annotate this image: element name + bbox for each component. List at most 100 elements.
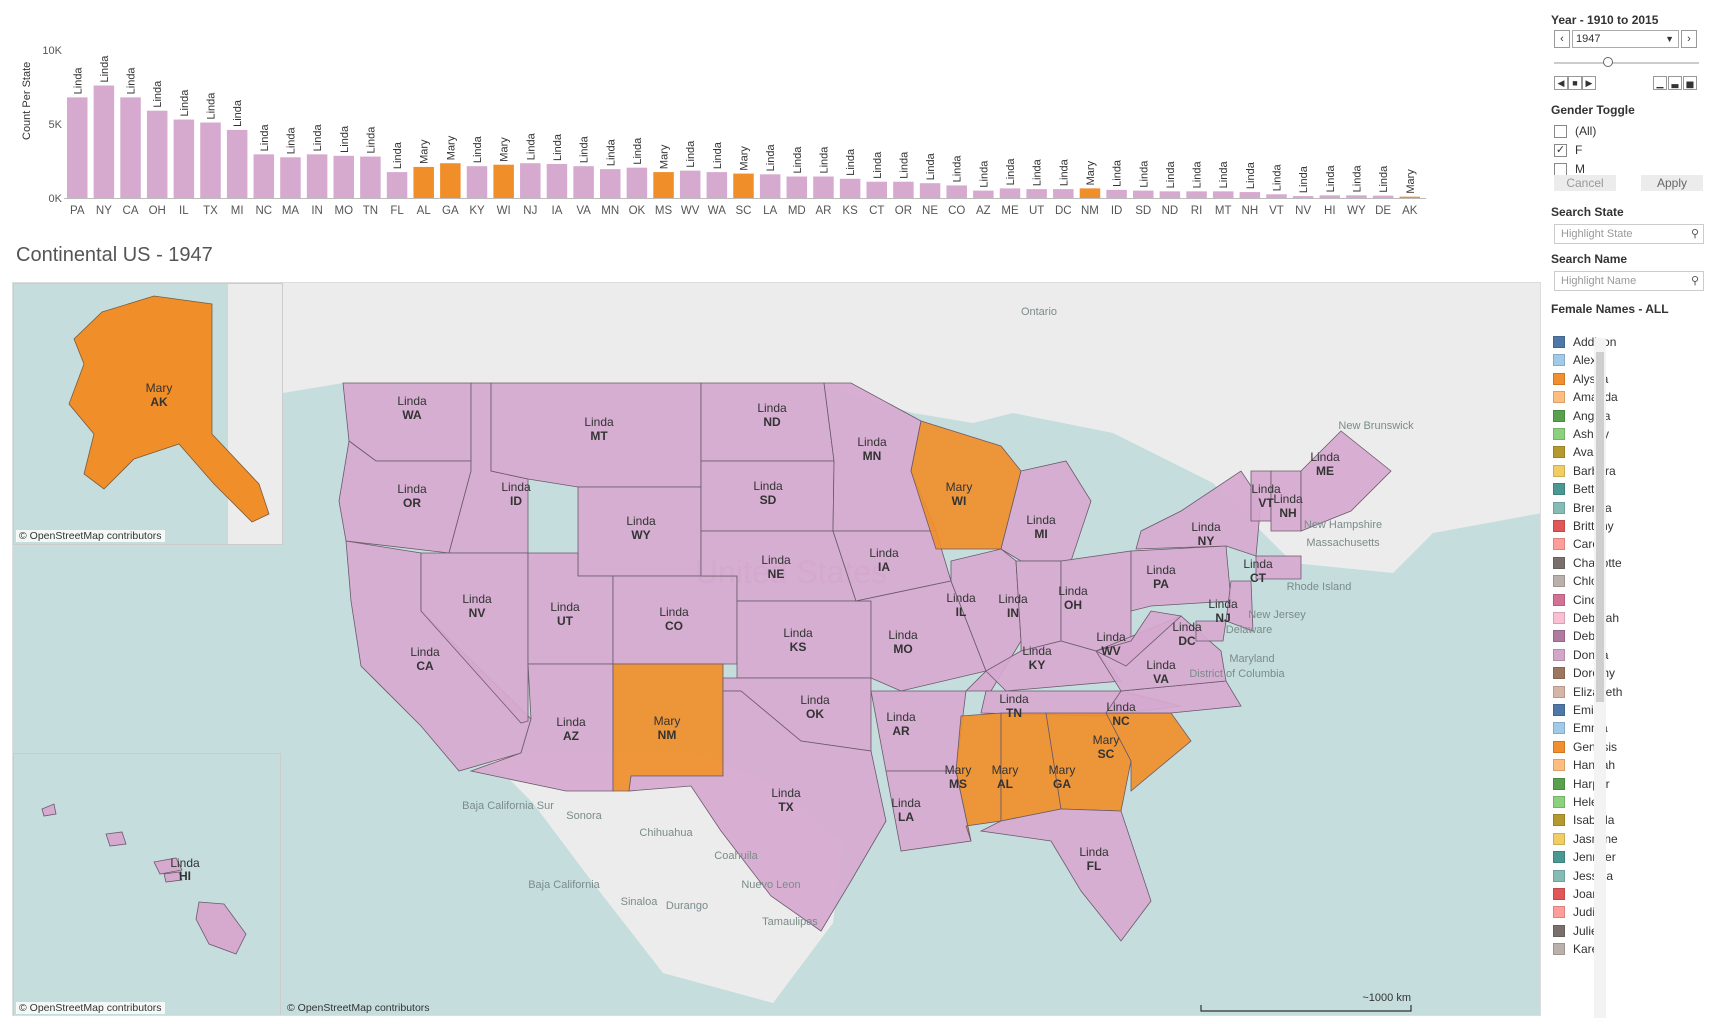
bar-hi[interactable]: [1319, 195, 1341, 198]
speed-slow-button[interactable]: ▁: [1653, 76, 1667, 90]
stop-button[interactable]: ■: [1568, 76, 1582, 90]
osm-credit[interactable]: © OpenStreetMap contributors: [16, 530, 165, 542]
state-hi[interactable]: [195, 901, 247, 955]
bar-il[interactable]: [173, 119, 195, 198]
bar-me[interactable]: [999, 188, 1021, 198]
bar-in[interactable]: [306, 154, 328, 198]
state-tx[interactable]: [628, 690, 887, 932]
bar-vt[interactable]: [1266, 194, 1287, 198]
state-fl[interactable]: [979, 808, 1152, 942]
bar-ia[interactable]: [546, 163, 568, 198]
legend-item[interactable]: Ava: [1553, 443, 1593, 461]
apply-button[interactable]: Apply: [1641, 175, 1703, 191]
bar-ks[interactable]: [839, 178, 861, 198]
state-hi[interactable]: [153, 857, 183, 875]
bar-va[interactable]: [573, 166, 594, 198]
state-ga[interactable]: [1045, 712, 1132, 812]
state-dc[interactable]: [1195, 620, 1227, 642]
legend-item[interactable]: Addison: [1553, 333, 1616, 351]
state-nv[interactable]: [420, 552, 529, 724]
bar-la[interactable]: [759, 174, 781, 198]
gender-option-all[interactable]: (All): [1554, 122, 1596, 140]
bar-de[interactable]: [1372, 195, 1394, 198]
bar-wi[interactable]: [493, 164, 514, 198]
state-in[interactable]: [1015, 560, 1062, 652]
bar-ne[interactable]: [919, 183, 941, 198]
bar-fl[interactable]: [386, 172, 408, 198]
search-name-input[interactable]: Highlight Name ⚲: [1554, 271, 1704, 291]
bar-dc[interactable]: [1053, 189, 1074, 198]
legend-item[interactable]: Barbara: [1553, 462, 1616, 480]
bar-az[interactable]: [973, 190, 994, 198]
bar-tx[interactable]: [200, 122, 221, 198]
legend-item[interactable]: Amanda: [1553, 388, 1618, 406]
bar-nc[interactable]: [253, 154, 275, 198]
year-prev-button[interactable]: ‹: [1554, 30, 1570, 48]
osm-credit[interactable]: © OpenStreetMap contributors: [16, 1002, 165, 1014]
state-hi[interactable]: [163, 871, 183, 883]
state-wv[interactable]: [1094, 610, 1182, 667]
speed-medium-button[interactable]: ▃: [1668, 76, 1682, 90]
legend-scrollbar[interactable]: [1594, 338, 1606, 1018]
bar-id[interactable]: [1106, 189, 1127, 198]
legend-item[interactable]: Betty: [1553, 480, 1600, 498]
bar-nh[interactable]: [1239, 192, 1261, 198]
checkbox[interactable]: [1554, 162, 1567, 176]
bar-ca[interactable]: [120, 97, 141, 198]
play-back-button[interactable]: ◀: [1554, 76, 1568, 90]
search-state-input[interactable]: Highlight State ⚲: [1554, 224, 1704, 244]
legend-item[interactable]: Genesis: [1553, 738, 1617, 756]
state-ct[interactable]: [1255, 555, 1302, 580]
checkbox[interactable]: [1554, 124, 1567, 138]
bar-ga[interactable]: [440, 163, 461, 198]
play-forward-button[interactable]: ▶: [1582, 76, 1596, 90]
osm-credit[interactable]: © OpenStreetMap contributors: [287, 1002, 430, 1014]
bar-sd[interactable]: [1133, 190, 1154, 198]
legend-item[interactable]: Jasmine: [1553, 830, 1618, 848]
year-slider-knob[interactable]: [1602, 57, 1613, 67]
hawaii-inset[interactable]: Linda HI © OpenStreetMap contributors: [13, 753, 281, 1016]
map-panel[interactable]: United StatesLindaWALindaORLindaCALindaI…: [12, 282, 1541, 1016]
bar-pa[interactable]: [67, 97, 88, 198]
alaska-inset[interactable]: Mary AK © OpenStreetMap contributors: [13, 283, 283, 545]
legend-item[interactable]: Julie: [1553, 922, 1598, 940]
year-dropdown[interactable]: 1947 ▼: [1572, 30, 1679, 48]
checkbox-checked[interactable]: ✓: [1554, 143, 1567, 157]
state-ar[interactable]: [870, 690, 967, 772]
speed-fast-button[interactable]: ▅: [1683, 76, 1697, 90]
bar-ut[interactable]: [1026, 189, 1047, 198]
state-ak[interactable]: [68, 295, 270, 523]
bar-ky[interactable]: [466, 166, 488, 198]
bar-mi[interactable]: [226, 129, 248, 198]
bar-ny[interactable]: [93, 85, 115, 198]
bar-or[interactable]: [893, 181, 914, 198]
bar-ar[interactable]: [813, 176, 834, 198]
bar-ri[interactable]: [1186, 191, 1207, 198]
bar-tn[interactable]: [360, 156, 381, 198]
bar-ok[interactable]: [626, 167, 648, 198]
legend-item[interactable]: Elizabeth: [1553, 683, 1622, 701]
legend-item[interactable]: Charlotte: [1553, 554, 1622, 572]
bar-ms[interactable]: [653, 172, 674, 198]
bar-ak[interactable]: [1399, 196, 1421, 198]
year-slider-track[interactable]: [1554, 62, 1699, 64]
bar-ct[interactable]: [866, 181, 888, 198]
bar-mt[interactable]: [1212, 191, 1234, 198]
bar-mo[interactable]: [333, 155, 355, 198]
cancel-button[interactable]: Cancel: [1554, 175, 1616, 191]
bar-wy[interactable]: [1346, 195, 1367, 198]
legend-item[interactable]: Jennifer: [1553, 848, 1616, 866]
bar-nm[interactable]: [1079, 188, 1101, 198]
legend-item[interactable]: Deborah: [1553, 609, 1619, 627]
bar-nd[interactable]: [1159, 191, 1181, 198]
state-ny[interactable]: [1135, 470, 1262, 557]
bar-wa[interactable]: [706, 172, 728, 198]
gender-option-f[interactable]: ✓ F: [1554, 141, 1582, 159]
bar-md[interactable]: [786, 176, 808, 198]
state-hi[interactable]: [105, 831, 127, 847]
bar-ma[interactable]: [280, 157, 301, 198]
bar-sc[interactable]: [733, 173, 754, 198]
name-legend[interactable]: AddisonAlexisAlyssaAmandaAngelaAshleyAva…: [1551, 333, 1701, 1023]
